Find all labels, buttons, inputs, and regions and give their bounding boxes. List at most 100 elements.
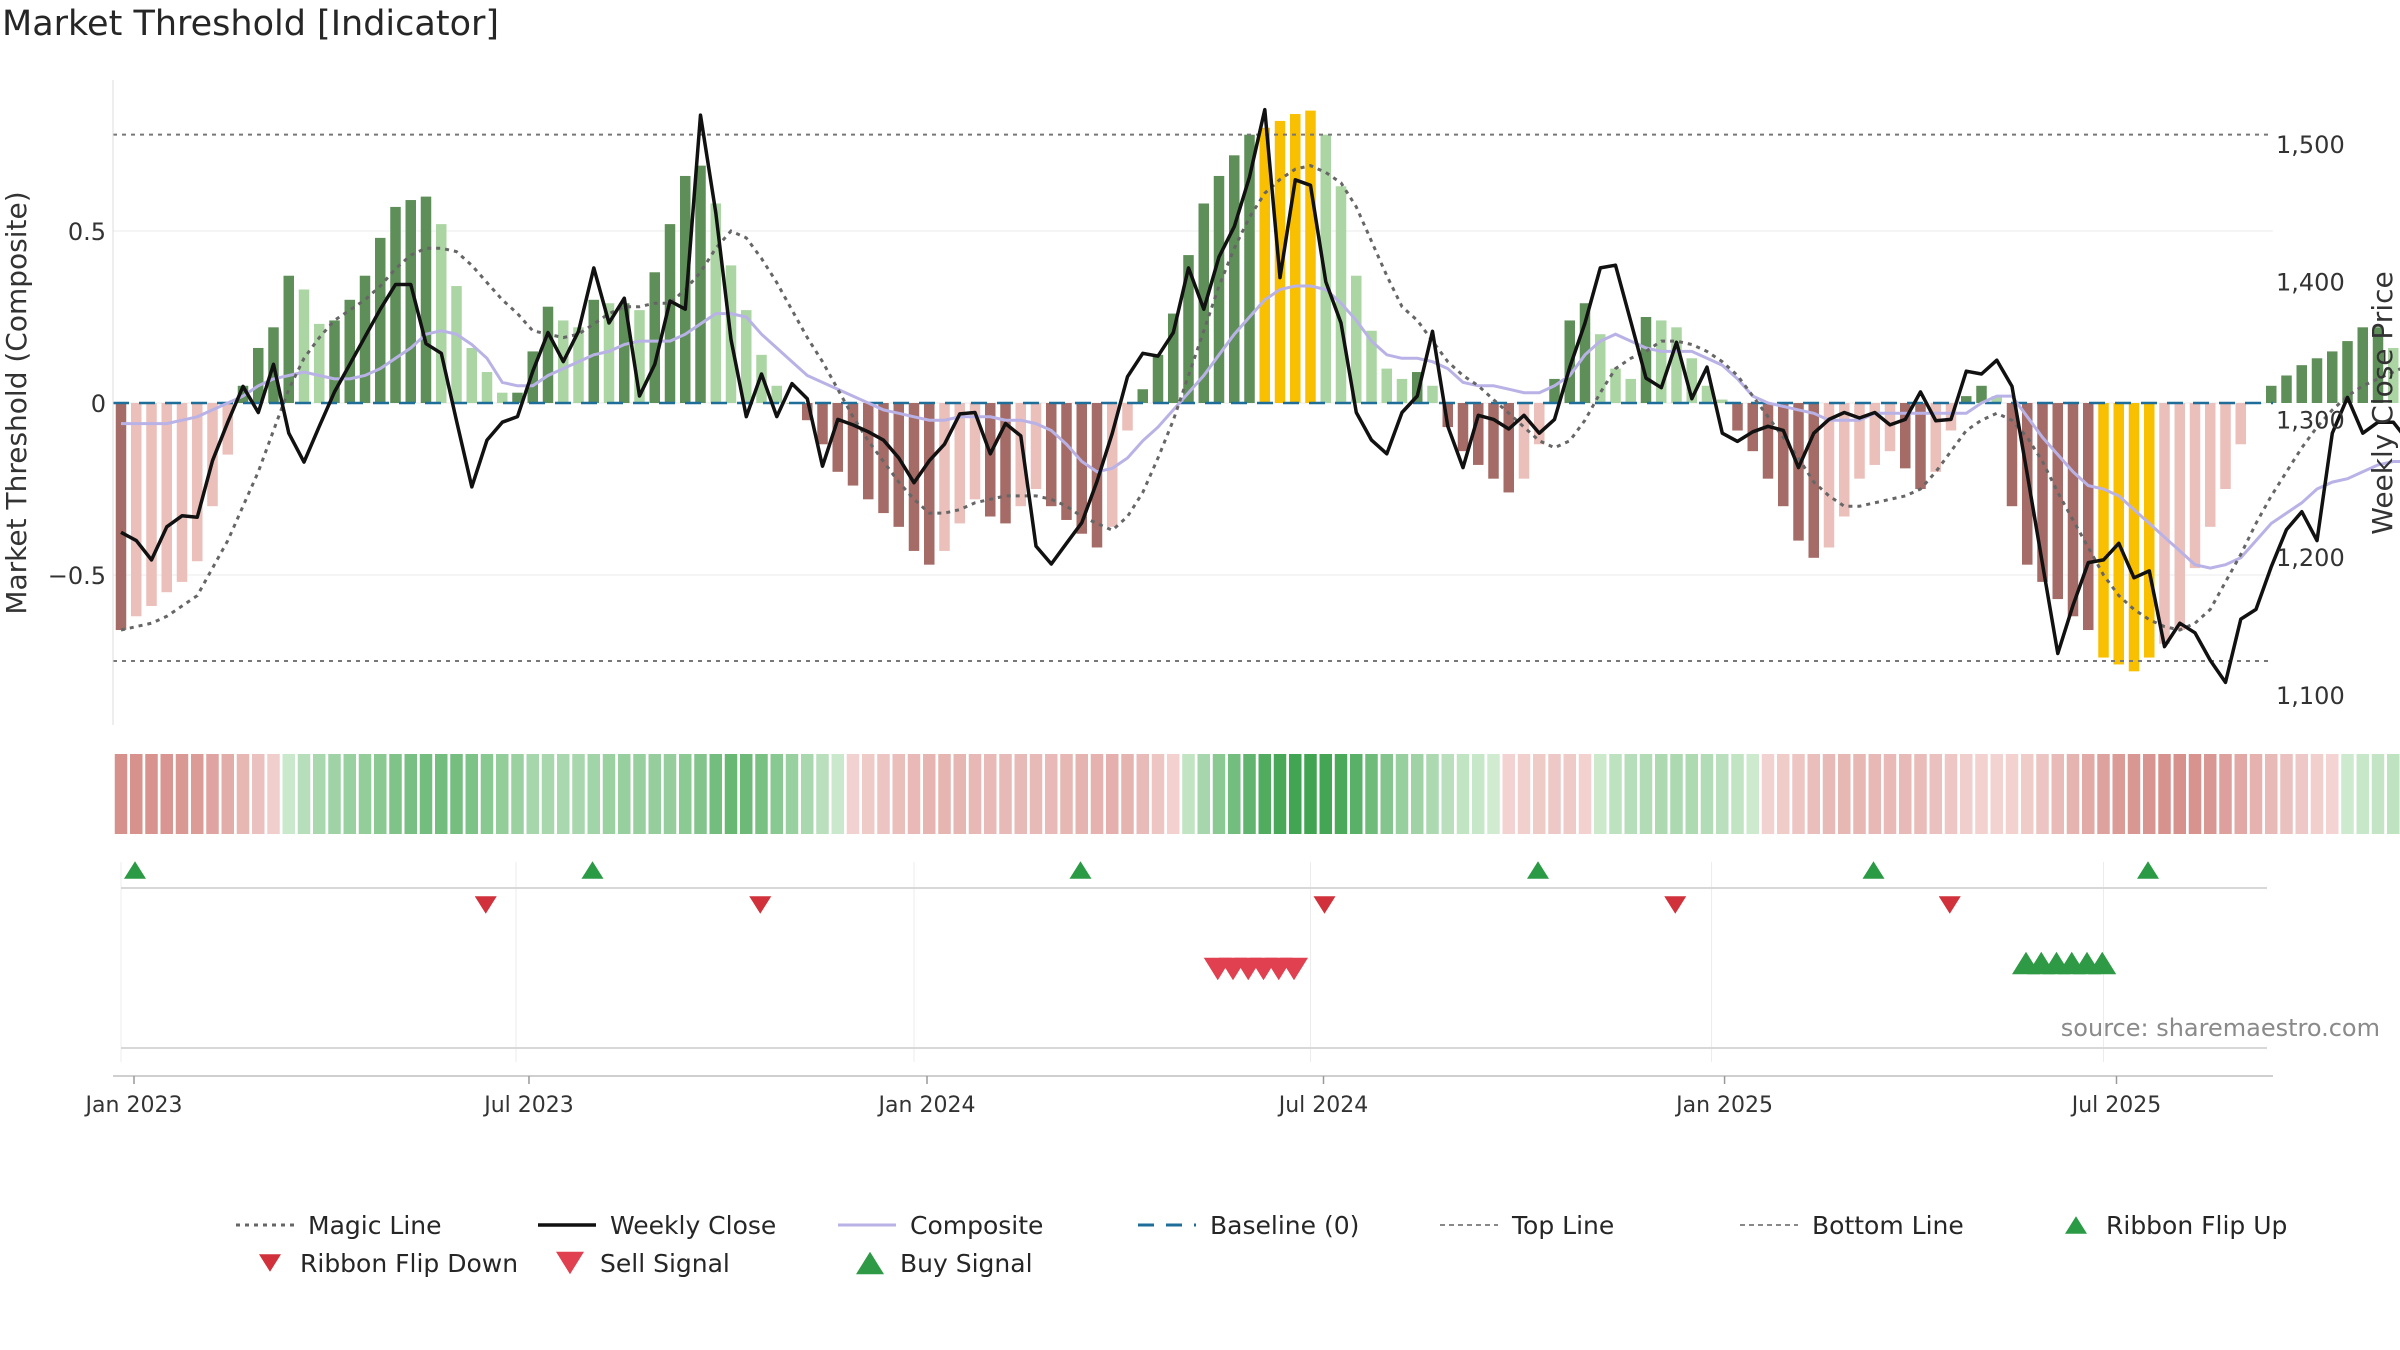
ribbon-cell: [1136, 754, 1149, 834]
composite-bar: [817, 403, 828, 445]
ribbon-cell: [374, 754, 387, 834]
composite-bar: [1869, 403, 1880, 465]
composite-bar: [2006, 403, 2018, 507]
ribbon-cell: [145, 754, 158, 834]
right-tick-label-0: 1,500: [2276, 131, 2345, 159]
legend-swatch-0: [236, 1223, 294, 1227]
composite-bar: [1732, 403, 1743, 431]
ribbon-cell: [1212, 754, 1226, 834]
ribbon-cell: [236, 754, 250, 834]
ribbon-cell: [633, 754, 646, 834]
legend-swatch-4: [1440, 1224, 1498, 1226]
composite-bar: [1183, 255, 1194, 403]
ribbon-cell: [1487, 754, 1500, 834]
ribbon-cell: [1868, 754, 1881, 834]
ribbon-cell: [496, 754, 509, 834]
composite-bar: [1168, 313, 1179, 403]
legend-label-8: Sell Signal: [600, 1248, 730, 1278]
left-tick-label-0: 0.5: [68, 218, 106, 246]
ribbon-cell: [1273, 754, 1287, 834]
composite-bar: [832, 403, 843, 472]
ribbon-cell: [1243, 754, 1256, 834]
composite-bar: [1823, 403, 1835, 548]
composite-bar: [1381, 368, 1392, 403]
ribbon-cell: [1456, 754, 1470, 834]
composite-bar: [634, 310, 645, 403]
ribbon-cell: [1746, 754, 1759, 834]
legend-marker-7: [259, 1254, 281, 1272]
legend-label-0: Magic Line: [308, 1210, 442, 1240]
legend-label-6: Ribbon Flip Up: [2106, 1210, 2288, 1240]
composite-bar: [2052, 403, 2063, 600]
ribbon-cell: [1899, 754, 1912, 834]
ribbon-cell: [2143, 754, 2156, 834]
ribbon-cell: [2051, 754, 2064, 834]
legend-label-1: Weekly Close: [610, 1210, 777, 1240]
ribbon-cell: [2310, 754, 2324, 834]
ribbon-flip-up-marker: [1862, 861, 1885, 879]
ribbon-cell: [602, 754, 616, 834]
ribbon-cell: [1350, 754, 1363, 834]
ribbon-cell: [389, 754, 402, 834]
right-tick-label-3: 1,200: [2276, 544, 2345, 572]
composite-bar: [1152, 354, 1164, 403]
composite-bar: [2311, 358, 2323, 403]
ribbon-cell: [2173, 754, 2186, 834]
composite-bar: [1412, 372, 1423, 403]
composite-bar: [2067, 403, 2079, 617]
ribbon-cell: [1807, 754, 1820, 834]
ribbon-flip-down-marker: [1664, 896, 1687, 914]
composite-bar: [1930, 403, 1941, 472]
ribbon-cell: [1380, 754, 1393, 834]
series-lines: [113, 107, 2400, 685]
source-note: source: sharemaestro.com: [2060, 1014, 2380, 1042]
ribbon-flip-up-marker: [1069, 861, 1092, 879]
ribbon-cell: [1944, 754, 1958, 834]
composite-bar: [2372, 327, 2384, 403]
ribbon-cell: [1761, 754, 1775, 834]
x-axis: Jan 2023 Jul 2023 Jan 2024 Jul 2024 Jan 2025…: [84, 1075, 2273, 1118]
ribbon-cell: [679, 754, 692, 834]
legend-label-9: Buy Signal: [900, 1248, 1033, 1278]
ribbon-cell: [907, 754, 921, 834]
legend-swatch-1: [538, 1223, 596, 1227]
right-axis-label: Weekly Close Price: [2366, 271, 2399, 534]
ribbon-cell: [2188, 754, 2202, 834]
ribbon-cell: [2341, 754, 2354, 834]
ribbon-cell: [968, 754, 982, 834]
composite-bar: [1137, 389, 1148, 403]
ribbon-cell: [130, 754, 143, 834]
composite-bar: [1762, 403, 1774, 479]
ribbon-cell: [663, 754, 677, 834]
composite-bar: [2357, 327, 2368, 403]
ribbon-cell: [618, 754, 631, 834]
ribbon-cell: [1563, 754, 1576, 834]
composite-bar: [1671, 327, 1682, 403]
ribbon-cell: [984, 754, 997, 834]
ribbon-cell: [1029, 754, 1043, 834]
composite-bar: [253, 347, 264, 403]
composite-bar: [1793, 403, 1804, 541]
composite-bar: [1717, 399, 1728, 403]
composite-bar: [2113, 403, 2124, 665]
ribbon-flip-up-marker: [1527, 861, 1549, 879]
composite-bars: [115, 110, 2399, 672]
right-tick-label-1: 1,400: [2276, 269, 2345, 297]
ribbon-cell: [1624, 754, 1637, 834]
composite-bar: [222, 403, 233, 455]
composite-bar: [115, 403, 127, 631]
ribbon-cell: [1716, 754, 1729, 834]
legend-label-2: Composite: [910, 1210, 1044, 1240]
ribbon-cell: [328, 754, 341, 834]
legend-marker-6: [2065, 1216, 2087, 1234]
ribbon-cell: [1319, 754, 1332, 834]
ribbon-cell: [2219, 754, 2232, 834]
composite-bar: [2266, 385, 2277, 403]
composite-bar: [2128, 403, 2140, 672]
ribbon-cell: [2097, 754, 2110, 834]
composite-bar: [1564, 320, 1575, 403]
composite-bar: [1457, 403, 1469, 452]
ribbon-cell: [1304, 754, 1317, 834]
ribbon-cell: [1883, 754, 1897, 834]
